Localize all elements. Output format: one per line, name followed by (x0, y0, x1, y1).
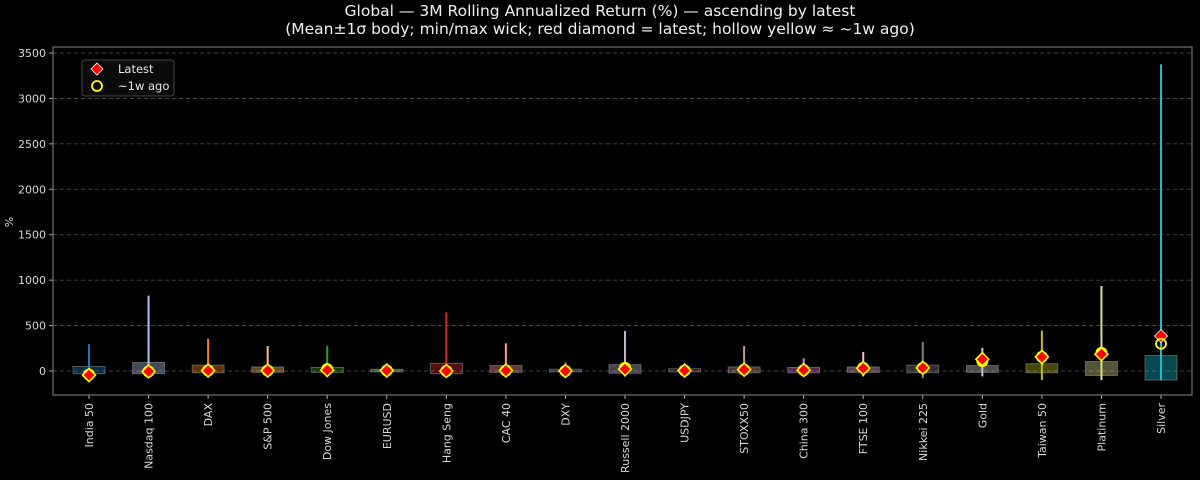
x-tick-label: Platinum (1095, 403, 1108, 451)
candle-ftse-100 (846, 351, 880, 377)
latest-marker (319, 362, 335, 378)
y-tick-label: 2500 (18, 138, 46, 151)
candle-russell-2000 (608, 331, 642, 377)
candle-hang-seng (429, 312, 463, 379)
latest-marker (855, 360, 871, 376)
latest-marker (676, 362, 693, 379)
y-tick-label: 2000 (18, 183, 46, 196)
legend-item-latest: Latest (90, 62, 154, 76)
x-tick-label: Gold (976, 403, 989, 428)
latest-marker (200, 362, 216, 379)
latest-marker (438, 363, 454, 379)
latest-marker (1034, 349, 1050, 365)
chart-subtitle: (Mean±1σ body; min/max wick; red diamond… (285, 20, 915, 38)
latest-marker (796, 362, 812, 378)
latest-marker (915, 360, 931, 376)
plot-frame (52, 46, 1193, 396)
y-tick-label: 0 (39, 365, 46, 378)
latest-marker (81, 367, 97, 383)
y-axis: 0 500 1000 1500 2000 2500 3000 3500 (18, 47, 53, 378)
y-tick-label: 1500 (18, 229, 46, 242)
legend: Latest ~1w ago (81, 59, 175, 97)
x-tick-label: EURUSD (381, 403, 394, 449)
x-tick-label: DAX (202, 403, 215, 427)
x-tick-label: Nikkei 225 (917, 403, 930, 461)
candle-platinum (1085, 286, 1118, 381)
x-tick-label: India 50 (83, 403, 96, 448)
red-diamond-icon (90, 62, 104, 76)
candle-india-50 (72, 344, 106, 383)
x-tick-label: China 300 (798, 403, 811, 459)
x-tick-label: Nasdaq 100 (143, 403, 156, 469)
legend-box (81, 59, 175, 97)
y-tick-label: 3000 (18, 92, 46, 105)
x-tick-label: DXY (559, 403, 572, 426)
x-tick-label: Silver (1155, 403, 1168, 434)
candle-dax (191, 338, 225, 379)
latest-marker (617, 361, 633, 377)
candle-nikkei-225 (906, 341, 940, 379)
grid-lines (53, 52, 1192, 372)
x-tick-label: CAC 40 (500, 403, 513, 443)
x-tick-label: FTSE 100 (857, 403, 870, 454)
x-tick-label: Hang Seng (440, 403, 453, 463)
latest-marker (140, 363, 157, 380)
range-series (72, 64, 1178, 383)
x-tick-label: STOXX50 (738, 403, 751, 454)
x-tick-label: Russell 2000 (619, 403, 632, 473)
candle-gold (965, 347, 999, 377)
candle-s-p-500 (251, 346, 285, 379)
latest-marker (260, 362, 276, 379)
y-tick-label: 3500 (18, 47, 46, 60)
legend-item-week-ago: ~1w ago (91, 79, 169, 93)
candle-dxy (549, 362, 582, 379)
x-tick-label: USDJPY (679, 403, 692, 443)
latest-marker (736, 362, 752, 378)
candle-china-300 (787, 358, 821, 378)
candle-cac-40 (489, 343, 523, 379)
x-tick-label: Dow Jones (321, 403, 334, 460)
candle-taiwan-50 (1025, 330, 1059, 381)
latest-marker (1093, 346, 1110, 362)
latest-marker (974, 351, 990, 367)
candle-nasdaq-100 (132, 295, 165, 380)
legend-label-latest: Latest (118, 62, 154, 76)
candle-eurusd (370, 362, 404, 379)
x-tick-label: Taiwan 50 (1036, 403, 1049, 459)
y-axis-label: % (3, 217, 16, 227)
candle-silver (1144, 64, 1178, 381)
candle-usdjpy (668, 362, 701, 379)
legend-label-week-ago: ~1w ago (118, 79, 169, 93)
candle-dow-jones (310, 345, 344, 378)
x-tick-label: S&P 500 (262, 403, 275, 450)
latest-marker (498, 362, 514, 379)
x-axis: India 50 Nasdaq 100 DAX S&P 500 Dow Jones EUR… (83, 395, 1168, 473)
candle-stoxx50 (727, 346, 761, 378)
y-tick-label: 1000 (18, 274, 46, 287)
hollow-yellow-circle-icon (91, 80, 103, 92)
chart-title: Global — 3M Rolling Annualized Return (%… (344, 2, 856, 20)
week-ago-marker (1155, 337, 1167, 350)
latest-marker (379, 362, 395, 379)
latest-marker (557, 363, 574, 379)
y-tick-label: 500 (25, 320, 46, 333)
